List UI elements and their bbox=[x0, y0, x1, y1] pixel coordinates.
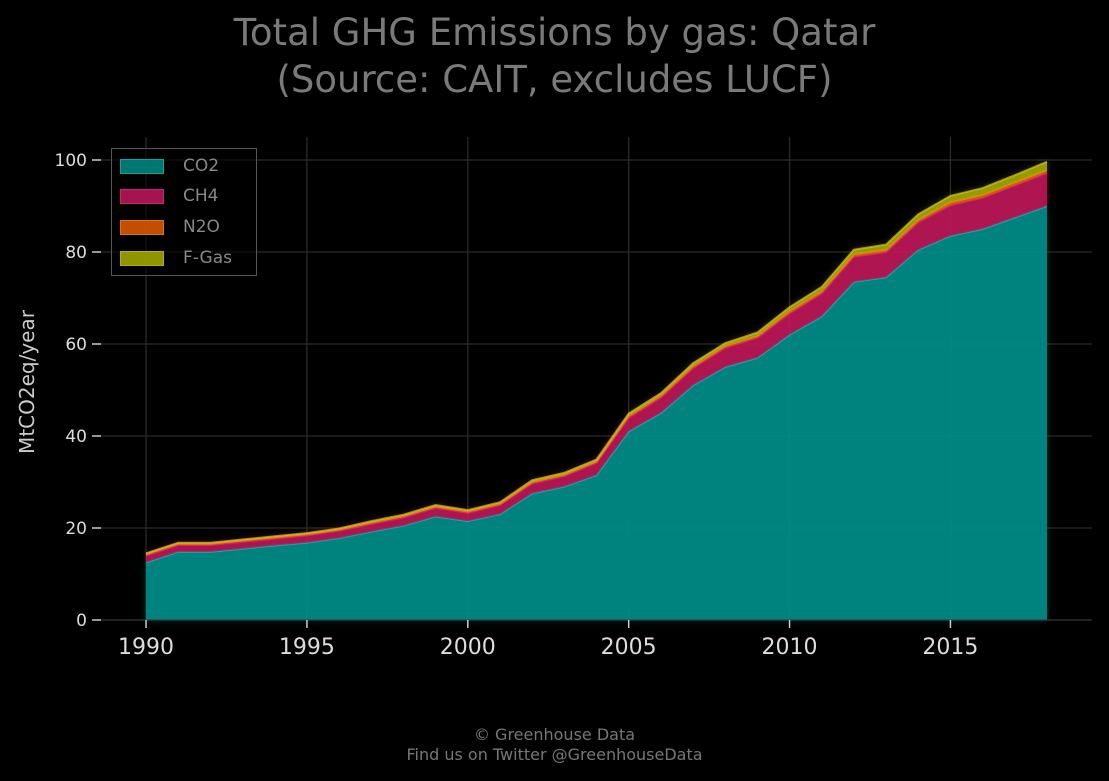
footer-copyright: © Greenhouse Data bbox=[473, 725, 636, 744]
legend-swatch-n2o bbox=[120, 219, 164, 235]
legend-swatch-fgas bbox=[120, 250, 164, 266]
chart-subtitle: (Source: CAIT, excludes LUCF) bbox=[276, 58, 833, 101]
legend: CO2 CH4 N2O F-Gas bbox=[111, 148, 257, 276]
legend-item-co2: CO2 bbox=[120, 156, 219, 176]
legend-label-fgas: F-Gas bbox=[183, 248, 232, 268]
legend-swatch-ch4 bbox=[120, 188, 164, 204]
legend-label-ch4: CH4 bbox=[183, 186, 219, 206]
chart-title: Total GHG Emissions by gas: Qatar bbox=[233, 11, 876, 54]
y-axis-label: MtCO2eq/year bbox=[15, 309, 39, 454]
y-tick-label-40: 40 bbox=[65, 427, 87, 447]
y-tick-label-20: 20 bbox=[65, 519, 87, 539]
legend-item-n2o: N2O bbox=[120, 217, 220, 237]
x-tick-label-2000: 2000 bbox=[440, 635, 496, 660]
y-tick-label-60: 60 bbox=[65, 335, 87, 355]
y-tick-label-80: 80 bbox=[65, 243, 87, 263]
axes: 0 20 40 60 80 100 1990 1995 2000 2005 2010 2015 bbox=[55, 151, 1092, 660]
x-tick-label-2015: 2015 bbox=[922, 635, 978, 660]
edge-fgas bbox=[145, 160, 1048, 555]
area-co2 bbox=[146, 206, 1047, 620]
x-tick-label-2005: 2005 bbox=[601, 635, 657, 660]
y-tick-label-100: 100 bbox=[55, 151, 87, 171]
legend-swatch-co2 bbox=[120, 158, 164, 174]
legend-item-ch4: CH4 bbox=[120, 186, 218, 206]
footer-twitter: Find us on Twitter @GreenhouseData bbox=[406, 745, 703, 764]
x-tick-label-1995: 1995 bbox=[279, 635, 335, 660]
area-series bbox=[145, 160, 1048, 620]
x-tick-label-1990: 1990 bbox=[118, 635, 174, 660]
y-tick-label-0: 0 bbox=[76, 611, 87, 631]
x-tick-label-2010: 2010 bbox=[762, 635, 818, 660]
area-ch4 bbox=[146, 172, 1047, 563]
legend-label-co2: CO2 bbox=[183, 156, 220, 176]
legend-item-fgas: F-Gas bbox=[120, 248, 232, 268]
legend-label-n2o: N2O bbox=[183, 217, 220, 237]
